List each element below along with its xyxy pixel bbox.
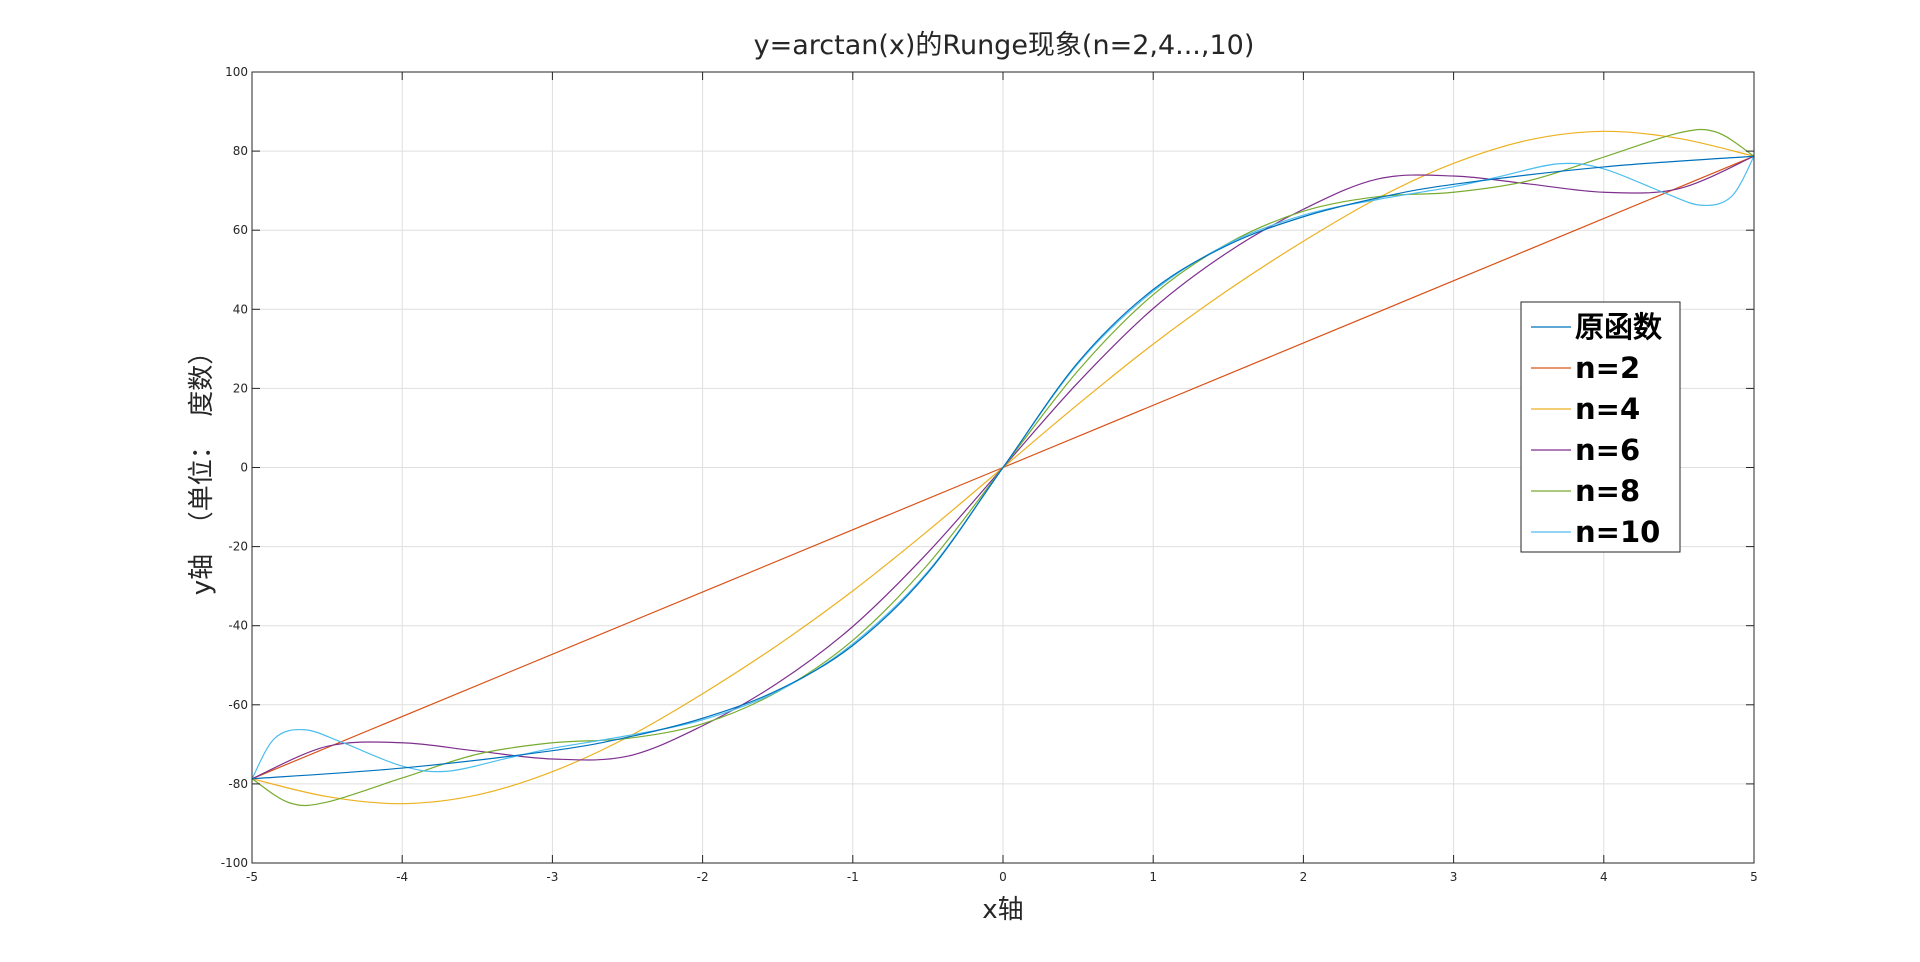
x-axis-title: x轴	[982, 895, 1023, 925]
x-tick-label: 3	[1450, 870, 1458, 884]
chart-title: y=arctan(x)的Runge现象(n=2,4...,10)	[754, 30, 1255, 61]
y-tick-label: -60	[228, 698, 248, 712]
y-tick-label: 20	[233, 381, 248, 395]
legend-items: 原函数 n=2 n=4 n=6 n=8 n=10	[1531, 310, 1663, 549]
y-tick-label: -20	[228, 540, 248, 554]
legend-label: n=4	[1575, 392, 1640, 426]
legend-label: n=2	[1575, 351, 1640, 385]
y-tick-label: -40	[228, 619, 248, 633]
y-tick-label: 60	[233, 223, 248, 237]
series-line-原函数	[251, 155, 1755, 780]
x-tick-label: 4	[1600, 870, 1608, 884]
ticks: -5 -4 -3 -2 -1 0 1 2 3 4 5 -100 -80 -60 -40 -20 0 20 40 60 8…	[221, 65, 1758, 884]
series-group	[251, 128, 1755, 807]
y-tick-label: 40	[233, 302, 248, 316]
y-tick-label: -80	[228, 777, 248, 791]
y-axis-title: y轴 （单位： 度数）	[187, 339, 217, 595]
y-tick-label: 100	[225, 65, 248, 79]
x-tick-label: 0	[999, 870, 1007, 884]
y-tick-label: 80	[233, 144, 248, 158]
legend-label: 原函数	[1575, 310, 1663, 344]
x-tick-label: 5	[1750, 870, 1758, 884]
legend-label: n=8	[1575, 474, 1640, 508]
x-tick-label: -5	[246, 870, 258, 884]
x-tick-label: 1	[1149, 870, 1157, 884]
x-tick-label: -2	[697, 870, 709, 884]
legend-box	[1520, 301, 1681, 553]
y-tick-label: 0	[240, 461, 248, 475]
x-tick-label: -3	[546, 870, 558, 884]
x-tick-label: -1	[847, 870, 859, 884]
x-tick-label: 2	[1300, 870, 1308, 884]
legend: 原函数 n=2 n=4 n=6 n=8 n=10	[1520, 301, 1681, 553]
y-tick-label: -100	[221, 856, 248, 870]
x-tick-label: -4	[396, 870, 408, 884]
legend-label: n=10	[1575, 515, 1660, 549]
legend-label: n=6	[1575, 433, 1640, 467]
